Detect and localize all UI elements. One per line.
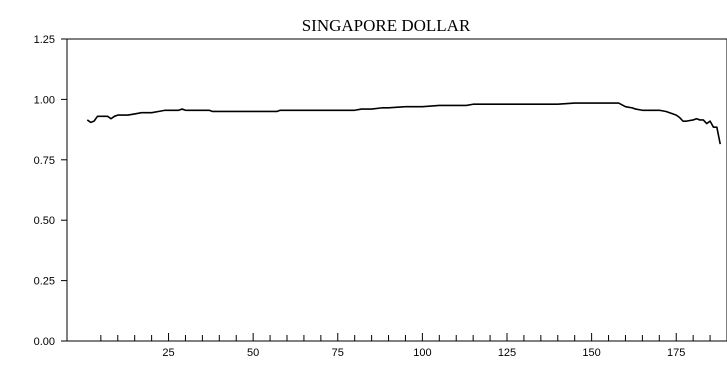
x-tick-label: 125 xyxy=(498,347,516,359)
chart-title: SINGAPORE DOLLAR xyxy=(302,16,471,35)
series-group xyxy=(86,102,722,145)
y-tick-label: 0.75 xyxy=(34,155,55,167)
x-tick-label: 50 xyxy=(247,347,259,359)
y-tick-label: 1.25 xyxy=(34,34,55,46)
plot-frame xyxy=(66,38,727,342)
x-tick-label: 150 xyxy=(582,347,600,359)
x-tick-label: 100 xyxy=(413,347,431,359)
y-tick-label: 1.00 xyxy=(34,94,55,106)
y-tick-label: 0.50 xyxy=(34,215,55,227)
y-tick-label: 0.25 xyxy=(34,276,55,288)
y-tick-label: 0.00 xyxy=(34,336,55,348)
x-tick-label: 25 xyxy=(162,347,174,359)
x-tick-label: 175 xyxy=(667,347,685,359)
series-line xyxy=(86,102,722,145)
x-axis: 25 50 75 100 125 150 175 xyxy=(100,333,711,359)
y-axis: 0.00 0.25 0.50 0.75 1.00 1.25 xyxy=(34,34,67,348)
x-tick-label: 75 xyxy=(332,347,344,359)
